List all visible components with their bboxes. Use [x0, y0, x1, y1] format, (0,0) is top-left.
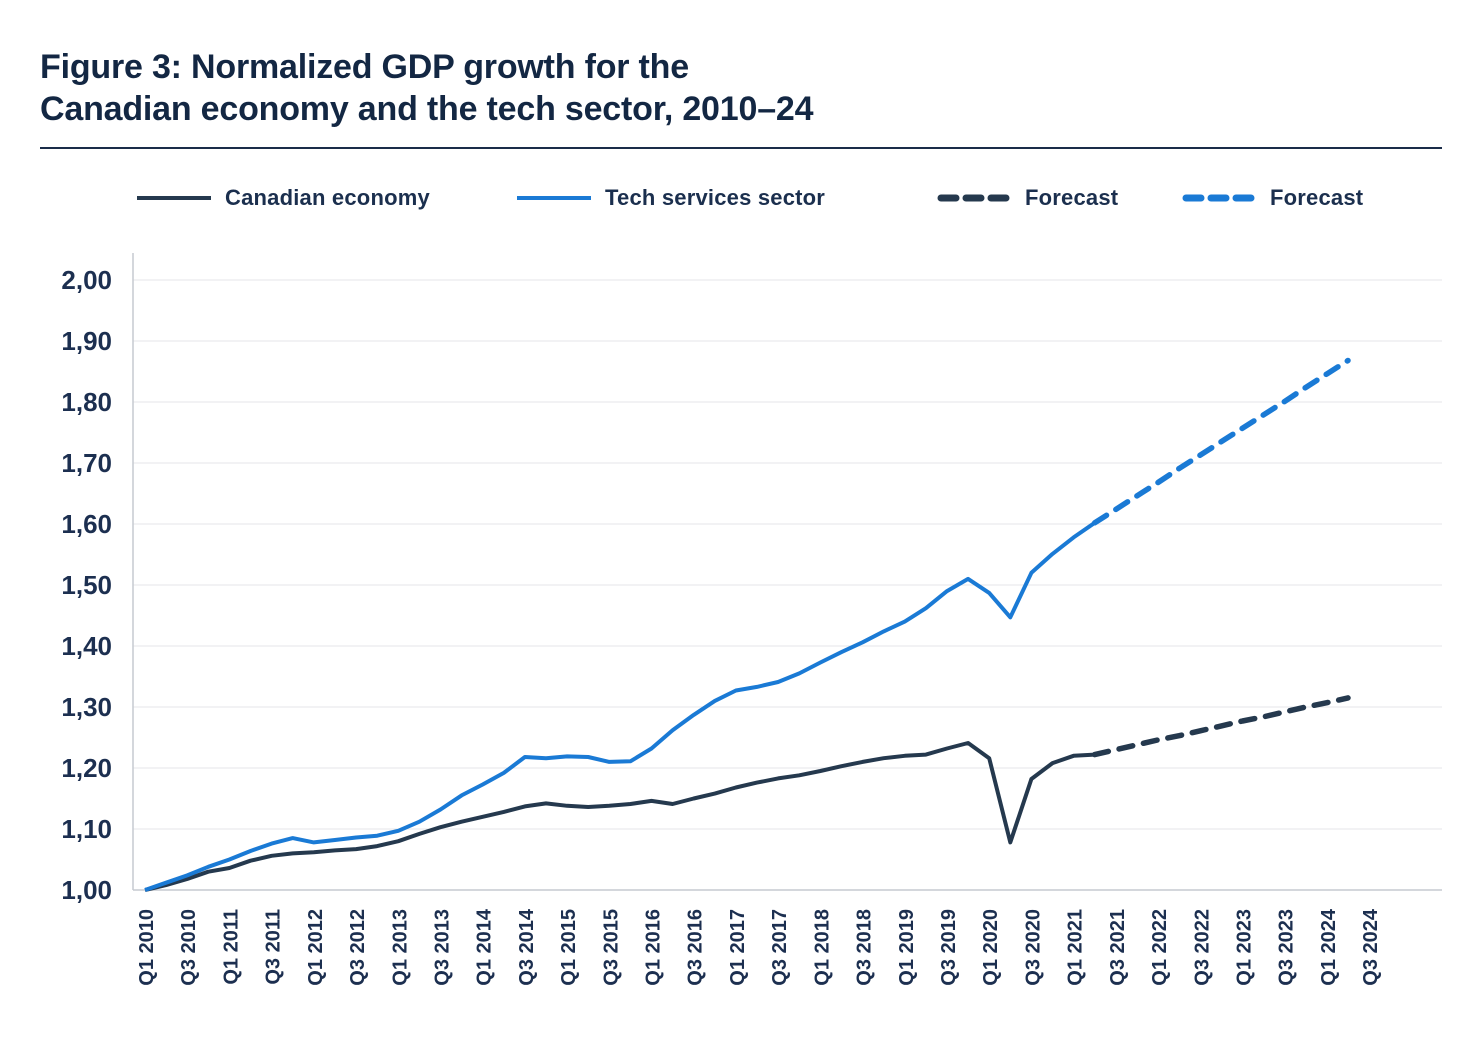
title-divider	[40, 147, 1442, 149]
y-tick-label: 1,30	[61, 692, 112, 722]
legend-item-forecast-blue: Forecast	[1180, 184, 1363, 212]
x-tick-label: Q3 2011	[263, 909, 285, 985]
y-tick-label: 1,20	[61, 753, 112, 783]
x-tick-label: Q1 2024	[1318, 908, 1340, 986]
y-tick-label: 1,10	[61, 814, 112, 844]
gdp-growth-chart-canvas: 2,00 1,90 1,80 1,70 1,60 1,50 1,40 1,30 1,20 1,10…	[61, 253, 1442, 986]
legend-item-canadian-economy: Canadian economy	[135, 184, 430, 212]
x-tick-label: Q1 2014	[474, 908, 496, 986]
y-tick-label: 1,80	[61, 387, 112, 417]
x-tick-label: Q1 2016	[643, 909, 665, 986]
x-tick-label: Q3 2012	[347, 909, 369, 986]
y-tick-label: 1,90	[61, 326, 112, 356]
y-tick-label: 1,70	[61, 448, 112, 478]
x-tick-label: Q3 2015	[600, 909, 622, 986]
x-tick-label: Q3 2019	[938, 909, 960, 986]
y-tick-label: 1,50	[61, 570, 112, 600]
x-tick-label: Q3 2010	[178, 909, 200, 986]
tech-services-sector-line	[144, 521, 1096, 892]
x-tick-label: Q3 2014	[516, 908, 538, 986]
x-tick-label: Q3 2024	[1360, 908, 1382, 986]
legend-label: Forecast	[1270, 185, 1364, 210]
x-tick-label: Q1 2020	[980, 909, 1002, 986]
x-tick-label: Q1 2021	[1065, 909, 1087, 986]
x-tick-label: Q3 2018	[854, 909, 876, 986]
forecast-blue-dash-swatch	[1182, 194, 1256, 202]
y-tick-label: 1,40	[61, 631, 112, 661]
y-tick-label: 1,60	[61, 509, 112, 539]
x-tick-label: Q3 2013	[431, 909, 453, 986]
x-tick-label: Q3 2017	[769, 909, 791, 986]
tech-services-line-swatch	[517, 196, 591, 200]
y-tick-label: 1,00	[61, 875, 112, 905]
x-tick-label: Q3 2022	[1191, 909, 1213, 986]
x-tick-label: Q1 2010	[136, 909, 158, 986]
x-tick-label: Q3 2023	[1276, 909, 1298, 986]
gdp-growth-chart: 2,00 1,90 1,80 1,70 1,60 1,50 1,40 1,30 1,20 1,10…	[0, 237, 1464, 1057]
figure-title-line2: Canadian economy and the tech sector, 20…	[40, 90, 814, 129]
legend-label: Canadian economy	[225, 185, 430, 210]
forecast-forecast-line	[1091, 357, 1351, 526]
x-tick-label: Q3 2016	[685, 909, 707, 986]
x-tick-label: Q1 2018	[811, 909, 833, 986]
x-tick-label: Q1 2023	[1233, 909, 1255, 986]
figure-title-line1: Figure 3: Normalized GDP growth for the	[40, 48, 689, 86]
x-tick-label: Q1 2019	[896, 909, 918, 986]
legend-label: Tech services sector	[605, 185, 826, 210]
figure-title: Figure 3: Normalized GDP growth for the …	[40, 46, 814, 130]
y-tick-label: 2,00	[61, 265, 112, 295]
x-tick-label: Q1 2022	[1149, 909, 1171, 986]
x-tick-label: Q1 2015	[558, 909, 580, 986]
forecast-dark-dash-swatch	[937, 194, 1011, 202]
x-tick-label: Q3 2020	[1022, 909, 1044, 986]
x-tick-label: Q1 2012	[305, 909, 327, 986]
x-tick-label: Q1 2017	[727, 909, 749, 986]
forecast-forecast-line	[1091, 695, 1351, 758]
legend-item-tech-services-sector: Tech services sector	[515, 184, 825, 212]
chart-legend: Canadian economy Tech services sector Fo…	[0, 184, 1464, 214]
x-tick-label: Q1 2013	[389, 909, 411, 986]
canadian-economy-line-swatch	[137, 196, 211, 200]
legend-item-forecast-dark: Forecast	[935, 184, 1118, 212]
x-tick-label: Q1 2011	[220, 909, 242, 985]
x-tick-label: Q3 2021	[1107, 909, 1129, 986]
canadian-economy-line	[144, 741, 1095, 892]
legend-label: Forecast	[1025, 185, 1119, 210]
